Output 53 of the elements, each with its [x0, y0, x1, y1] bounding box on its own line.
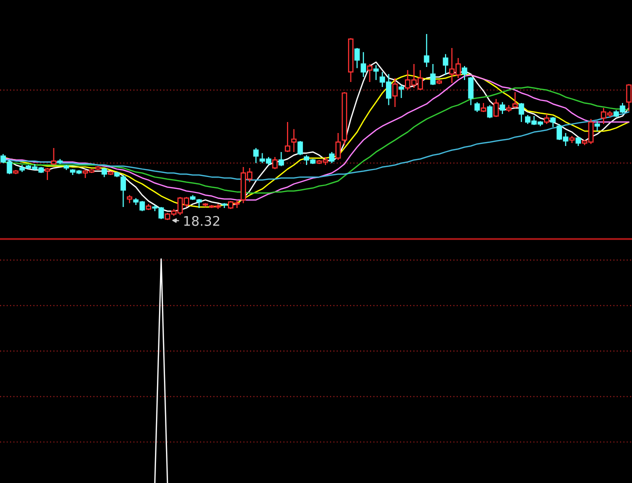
- candlestick: [57, 158, 63, 165]
- candlestick: [518, 102, 524, 123]
- candlestick: [354, 47, 360, 69]
- candlestick: [329, 151, 335, 164]
- candlestick: [424, 33, 430, 68]
- candlestick: [500, 102, 506, 115]
- candlestick: [297, 140, 303, 156]
- candlestick: [222, 202, 228, 208]
- candlestick: [474, 102, 480, 113]
- candlestick: [442, 54, 448, 76]
- candlestick: [44, 167, 50, 181]
- candlestick: [626, 84, 632, 112]
- annotation: 18.32: [184, 216, 220, 226]
- candlestick: [487, 104, 493, 119]
- candlestick: [190, 194, 196, 200]
- candlestick: [360, 52, 366, 78]
- candlestick: [196, 198, 202, 208]
- candlestick: [114, 171, 120, 178]
- candlestick: [436, 79, 442, 85]
- candlestick: [278, 151, 284, 167]
- candlestick: [576, 136, 581, 147]
- candlestick: [544, 113, 550, 125]
- candlestick: [51, 147, 56, 166]
- candlestick: [64, 164, 70, 171]
- candlestick: [253, 147, 259, 164]
- candlestick: [284, 121, 290, 153]
- candlestick: [480, 102, 486, 113]
- candlestick: [342, 92, 348, 146]
- candlestick: [335, 132, 341, 161]
- candlestick: [550, 116, 556, 128]
- candlestick: [392, 78, 398, 108]
- candlestick: [569, 135, 575, 144]
- candlestick: [512, 92, 518, 109]
- candlestick: [430, 63, 436, 86]
- candlestick: [506, 104, 512, 113]
- candlestick: [146, 203, 152, 211]
- candlestick: [398, 84, 404, 99]
- candlestick: [202, 202, 208, 208]
- candlestick: [13, 169, 19, 175]
- candlestick: [594, 120, 600, 132]
- candlestick: [102, 167, 107, 178]
- candlestick: [493, 98, 499, 118]
- candlestick: [108, 170, 114, 176]
- candlestick: [462, 65, 468, 81]
- candlestick: [126, 194, 132, 204]
- candlestick: [468, 76, 474, 106]
- candlestick: [272, 156, 278, 170]
- candlestick: [348, 38, 354, 83]
- candlestick: [120, 174, 126, 208]
- candlestick: [95, 166, 101, 171]
- candlestick: [367, 63, 372, 83]
- candlestick: [291, 128, 297, 153]
- candlestick: [373, 64, 379, 81]
